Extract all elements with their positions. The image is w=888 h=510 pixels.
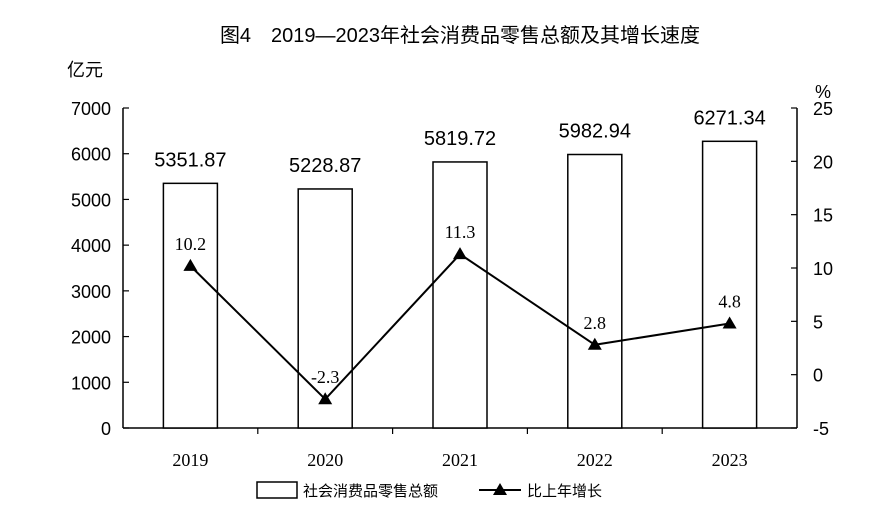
growth-value-label: 11.3 <box>445 222 476 242</box>
right-tick-label: 10 <box>813 259 833 279</box>
growth-marker <box>318 392 333 405</box>
left-tick-label: 4000 <box>71 236 111 256</box>
growth-marker <box>183 258 198 271</box>
legend: 社会消费品零售总额 比上年增长 <box>256 481 602 500</box>
bar <box>567 153 623 429</box>
bar-value-label: 5819.72 <box>424 128 496 150</box>
legend-bar-swatch <box>256 481 298 499</box>
bar-value-label: 5228.87 <box>289 155 361 177</box>
right-tick-label: 25 <box>813 99 833 119</box>
bar-value-label: 5351.87 <box>154 149 226 171</box>
bar <box>432 161 488 429</box>
bar <box>297 188 353 429</box>
left-tick-label: 1000 <box>71 373 111 393</box>
legend-triangle-marker <box>493 483 507 495</box>
left-tick-label: 6000 <box>71 145 111 165</box>
left-axis-unit: 亿元 <box>67 60 103 80</box>
right-tick-label: 5 <box>813 312 823 332</box>
left-tick-label: 5000 <box>71 190 111 210</box>
right-tick-label: 15 <box>813 206 833 226</box>
x-tick-label: 2023 <box>712 450 748 470</box>
right-tick-label: 0 <box>813 366 823 386</box>
plot-area: 01000200030004000500060007000-5051015202… <box>71 99 833 470</box>
left-tick-label: 7000 <box>71 99 111 119</box>
x-tick-label: 2019 <box>172 450 208 470</box>
bar <box>701 140 758 429</box>
legend-bar-label: 社会消费品零售总额 <box>303 483 438 500</box>
left-tick-label: 3000 <box>71 282 111 302</box>
bar-value-label: 6271.34 <box>693 107 765 129</box>
growth-value-label: 2.8 <box>584 313 607 333</box>
growth-marker <box>587 337 602 350</box>
right-tick-label: 20 <box>813 152 833 172</box>
growth-value-label: 4.8 <box>718 291 741 311</box>
x-tick-label: 2021 <box>442 450 478 470</box>
x-tick-label: 2022 <box>577 450 613 470</box>
right-tick-label: -5 <box>813 419 829 439</box>
x-tick-label: 2020 <box>307 450 343 470</box>
left-tick-label: 0 <box>101 419 111 439</box>
chart-title: 图4 2019—2023年社会消费品零售总额及其增长速度 <box>220 24 700 47</box>
growth-value-label: 10.2 <box>175 234 207 254</box>
bar <box>162 182 219 429</box>
left-tick-label: 2000 <box>71 328 111 348</box>
bar-value-label: 5982.94 <box>559 120 631 142</box>
right-axis-unit: % <box>815 82 831 102</box>
growth-marker <box>453 247 467 260</box>
growth-marker <box>722 316 737 329</box>
legend-line-label: 比上年增长 <box>527 483 602 500</box>
growth-value-label: -2.3 <box>311 367 340 387</box>
